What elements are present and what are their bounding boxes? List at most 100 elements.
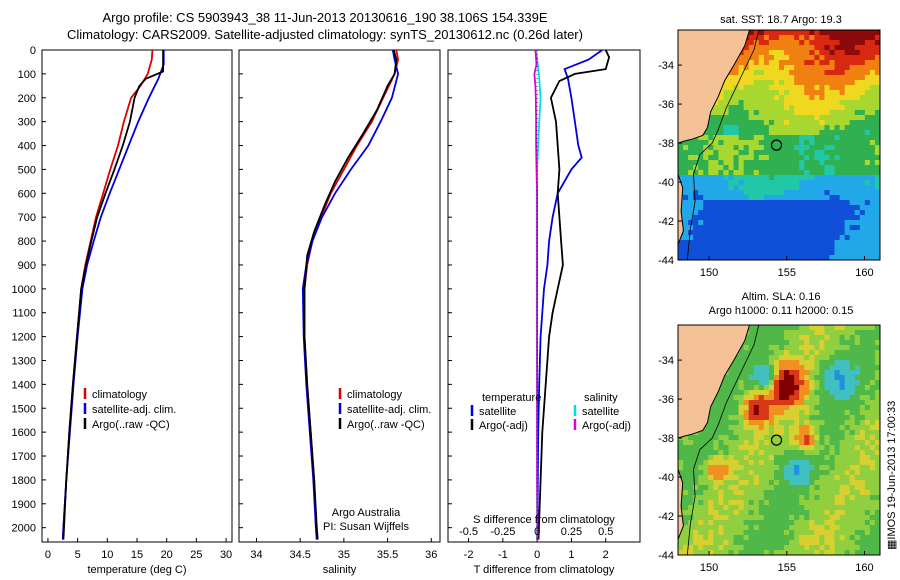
map-cell [809, 480, 815, 486]
map-cell [703, 435, 709, 441]
map-cell [733, 70, 739, 76]
map-cell [738, 420, 745, 426]
map-cell [763, 105, 770, 111]
legend-label: Argo(..raw -QC) [92, 419, 170, 431]
map-cell [839, 185, 846, 191]
map-cell [814, 120, 820, 126]
map-cell [824, 90, 830, 96]
map-cell [859, 75, 866, 81]
map-cell [809, 220, 815, 226]
map-cell [864, 80, 871, 86]
map-cell [733, 245, 739, 251]
map-cell [804, 350, 810, 356]
map-cell [693, 205, 699, 211]
map-cell [723, 215, 729, 221]
map-cell [794, 110, 800, 116]
map-cell [779, 185, 785, 191]
map-cell [738, 550, 745, 556]
map-cell [773, 550, 780, 556]
map-cell [809, 30, 815, 36]
map-cell [789, 225, 795, 231]
map-cell [864, 545, 871, 551]
map-cell [789, 160, 795, 166]
map-cell [844, 240, 851, 246]
map-cell [869, 170, 876, 176]
map-cell [773, 250, 780, 256]
x-tick-label: -1 [498, 549, 508, 561]
map-cell [814, 400, 820, 406]
map-cell [728, 530, 734, 536]
map-cell [773, 65, 780, 71]
map-cell [829, 530, 835, 536]
map-cell [819, 400, 825, 406]
map-cell [854, 415, 861, 421]
map-cell [824, 380, 830, 386]
map-cell [814, 520, 820, 526]
map-cell [789, 480, 795, 486]
map-cell [809, 470, 815, 476]
map-cell [784, 90, 790, 96]
map-cell [854, 210, 861, 216]
map-cell [748, 150, 755, 156]
map-cell [683, 495, 689, 501]
map-cell [779, 545, 785, 551]
map-cell [723, 450, 729, 456]
map-cell [874, 335, 881, 341]
map-cell [849, 460, 856, 466]
map-cell [768, 420, 775, 426]
map-cell [789, 335, 795, 341]
map-cell [869, 370, 876, 376]
map-cell [789, 55, 795, 61]
map-cell [748, 475, 755, 481]
map-cell [738, 375, 745, 381]
map-cell [819, 540, 825, 546]
map-cell [839, 490, 846, 496]
map-cell [849, 545, 856, 551]
map-cell [748, 480, 755, 486]
map-cell [819, 225, 825, 231]
map-cell [814, 430, 820, 436]
map-cell [779, 80, 785, 86]
map-cell [784, 400, 790, 406]
map-cell [784, 55, 790, 61]
map-cell [748, 105, 755, 111]
map-cell [814, 65, 820, 71]
map-cell [753, 450, 760, 456]
map-cell [733, 135, 739, 141]
map-cell [799, 505, 805, 511]
map-cell [789, 390, 795, 396]
map-cell [824, 480, 830, 486]
map-cell [738, 95, 745, 101]
map-cell [859, 545, 866, 551]
map-cell [738, 385, 745, 391]
map-cell [859, 170, 866, 176]
map-cell [799, 380, 805, 386]
map-cell [753, 485, 760, 491]
map-cell [809, 360, 815, 366]
map-cell [784, 225, 790, 231]
map-cell [819, 180, 825, 186]
map-cell [839, 225, 846, 231]
map-cell [854, 395, 861, 401]
map-cell [824, 385, 830, 391]
map-cell [763, 195, 770, 201]
map-cell [829, 515, 835, 521]
map-cell [819, 85, 825, 91]
map-cell [859, 405, 866, 411]
map-cell [728, 480, 734, 486]
map-cell [844, 50, 851, 56]
map-cell [794, 210, 800, 216]
map-cell [829, 155, 835, 161]
map-cell [789, 185, 795, 191]
map-cell [723, 255, 729, 261]
map-cell [794, 470, 800, 476]
map-cell [844, 500, 851, 506]
map-cell [763, 415, 770, 421]
map-cell [763, 510, 770, 516]
map-cell [859, 430, 866, 436]
map-y-tick-label: -38 [658, 138, 674, 150]
map-cell [834, 400, 840, 406]
map-cell [829, 535, 835, 541]
map-cell [814, 345, 820, 351]
map-cell [693, 245, 699, 251]
